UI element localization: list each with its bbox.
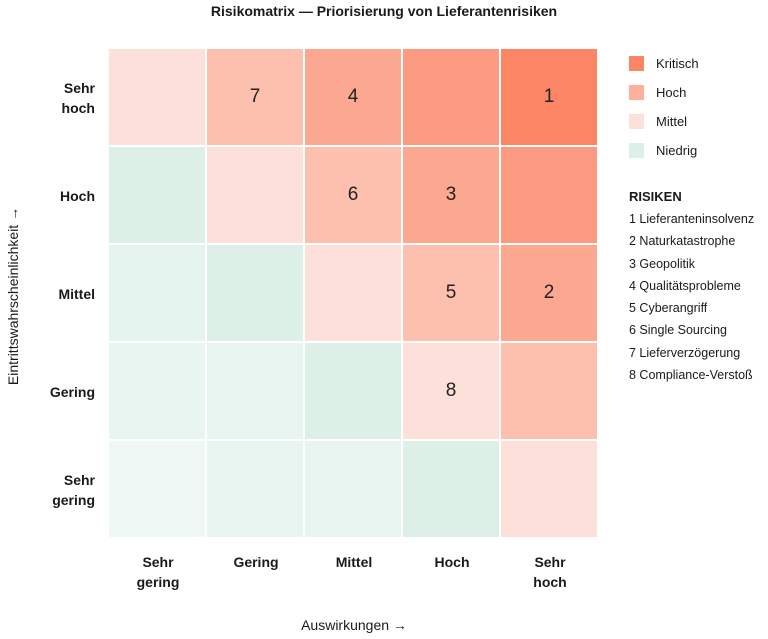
risk-list-item: 5 Cyberangriff bbox=[629, 301, 708, 316]
risk-marker: 2 bbox=[543, 282, 555, 303]
legend: Kritisch Hoch Mittel Niedrig bbox=[629, 49, 699, 165]
matrix-cell: 5 bbox=[403, 245, 501, 343]
legend-label: Hoch bbox=[656, 85, 687, 100]
matrix-cell bbox=[305, 245, 403, 343]
matrix-cell bbox=[403, 49, 501, 147]
legend-label: Kritisch bbox=[656, 56, 699, 71]
matrix-cell bbox=[501, 441, 599, 539]
matrix-cell: 4 bbox=[305, 49, 403, 147]
risk-marker: 4 bbox=[347, 86, 359, 107]
risk-list-item: 2 Naturkatastrophe bbox=[629, 234, 736, 249]
legend-label: Mittel bbox=[656, 114, 688, 129]
risk-list-item: 7 Lieferverzögerung bbox=[629, 345, 741, 360]
legend-item: Kritisch bbox=[629, 49, 699, 78]
y-tick-label: Mittel bbox=[58, 286, 95, 302]
x-tick-label: Sehr gering bbox=[136, 554, 180, 590]
matrix-cell: 3 bbox=[403, 147, 501, 245]
risk-marker: 1 bbox=[543, 86, 555, 107]
risk-marker: 6 bbox=[347, 184, 359, 205]
risk-list: RISIKEN 1 Lieferanteninsolvenz 2 Naturkat… bbox=[629, 186, 754, 386]
y-tick-label: Hoch bbox=[60, 188, 95, 204]
risk-list-item: 6 Single Sourcing bbox=[629, 323, 727, 338]
matrix-cell bbox=[207, 441, 305, 539]
risk-matrix-grid: 7 4 1 6 3 5 2 8 bbox=[109, 49, 599, 539]
matrix-cell: 7 bbox=[207, 49, 305, 147]
legend-swatch bbox=[629, 143, 644, 158]
x-axis-label: Auswirkungen → bbox=[301, 617, 407, 633]
legend-item: Mittel bbox=[629, 107, 699, 136]
matrix-cell bbox=[403, 441, 501, 539]
matrix-cell bbox=[109, 441, 207, 539]
risk-list-item: 4 Qualitätsprobleme bbox=[629, 278, 741, 293]
risk-list-item: 3 Geopolitik bbox=[629, 256, 696, 271]
risk-marker: 3 bbox=[445, 184, 457, 205]
matrix-cell: 6 bbox=[305, 147, 403, 245]
matrix-cell bbox=[501, 343, 599, 441]
risk-marker: 7 bbox=[249, 86, 261, 107]
risk-marker: 8 bbox=[445, 380, 457, 401]
risk-list-title: RISIKEN bbox=[629, 189, 682, 204]
y-tick-label: Sehr hoch bbox=[61, 80, 95, 116]
matrix-cell bbox=[305, 343, 403, 441]
x-tick-label: Sehr hoch bbox=[533, 554, 567, 590]
legend-label: Niedrig bbox=[656, 143, 698, 158]
legend-swatch bbox=[629, 114, 644, 129]
risk-marker: 5 bbox=[445, 282, 457, 303]
y-tick-label: Sehr gering bbox=[52, 472, 95, 508]
matrix-cell bbox=[109, 245, 207, 343]
x-tick-label: Gering bbox=[233, 554, 279, 570]
matrix-cell bbox=[207, 147, 305, 245]
matrix-cell bbox=[109, 343, 207, 441]
x-tick-label: Mittel bbox=[335, 554, 373, 570]
matrix-cell bbox=[501, 147, 599, 245]
legend-swatch bbox=[629, 56, 644, 71]
risk-list-item: 1 Lieferanteninsolvenz bbox=[629, 212, 755, 226]
matrix-cell: 2 bbox=[501, 245, 599, 343]
y-tick-label: Gering bbox=[49, 384, 95, 400]
matrix-cell bbox=[109, 49, 207, 147]
matrix-cell bbox=[305, 441, 403, 539]
matrix-cell bbox=[109, 147, 207, 245]
legend-item: Hoch bbox=[629, 78, 699, 107]
matrix-cell bbox=[207, 245, 305, 343]
matrix-cell: 1 bbox=[501, 49, 599, 147]
legend-item: Niedrig bbox=[629, 136, 699, 165]
x-tick-label: Hoch bbox=[434, 554, 470, 570]
matrix-cell: 8 bbox=[403, 343, 501, 441]
legend-swatch bbox=[629, 85, 644, 100]
chart-title: Risikomatrix — Priorisierung von Liefera… bbox=[210, 3, 558, 19]
risk-list-item: 8 Compliance-Verstoß bbox=[629, 368, 753, 383]
matrix-cell bbox=[207, 343, 305, 441]
